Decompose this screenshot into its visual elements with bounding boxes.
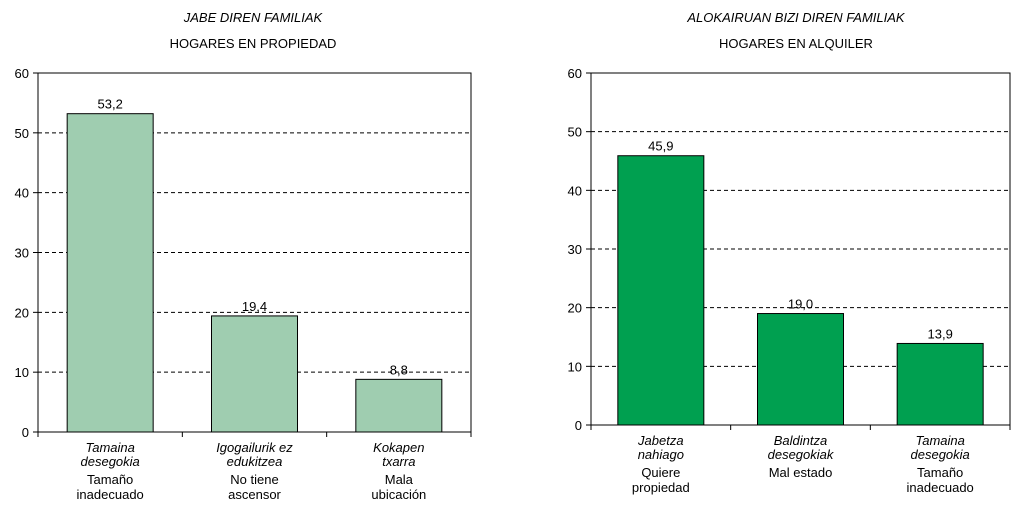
category-label-basque: edukitzea xyxy=(227,454,283,469)
category-label-spanish: ubicación xyxy=(371,487,426,502)
y-tick-label: 50 xyxy=(15,126,29,141)
category-label-basque: Kokapen xyxy=(373,440,424,455)
chart-1-title: JABE DIREN FAMILIAK xyxy=(183,10,324,25)
category-label-spanish: inadecuado xyxy=(77,487,144,502)
bar-value-label: 8,8 xyxy=(390,362,408,377)
category-label-spanish: Mala xyxy=(385,472,414,487)
y-tick-label: 30 xyxy=(568,242,582,257)
y-tick-label: 60 xyxy=(568,66,582,81)
category-label-spanish: ascensor xyxy=(228,487,281,502)
bar-value-label: 45,9 xyxy=(648,139,673,154)
category-label-basque: Baldintza xyxy=(774,433,827,448)
category-label-spanish: Mal estado xyxy=(769,465,833,480)
y-tick-label: 0 xyxy=(575,418,582,433)
bar xyxy=(211,315,298,433)
category-label-spanish: inadecuado xyxy=(907,480,974,495)
y-tick-label: 60 xyxy=(15,66,29,81)
y-tick-label: 20 xyxy=(15,305,29,320)
category-label-spanish: propiedad xyxy=(632,480,690,495)
bar xyxy=(896,342,984,426)
category-label-spanish: No tiene xyxy=(230,472,278,487)
bar-value-label: 19,4 xyxy=(242,299,267,314)
bar-value-label: 19,0 xyxy=(788,297,813,312)
category-label-basque: desegokiak xyxy=(768,447,835,462)
y-tick-label: 50 xyxy=(568,125,582,140)
category-label-basque: Igogailurik ez xyxy=(216,440,293,455)
y-tick-label: 40 xyxy=(15,186,29,201)
chart-1-subtitle: HOGARES EN PROPIEDAD xyxy=(170,36,337,51)
category-label-basque: desegokia xyxy=(911,447,970,462)
bar xyxy=(617,155,705,426)
y-tick-label: 0 xyxy=(22,425,29,440)
category-label-spanish: Tamaño xyxy=(87,472,133,487)
category-label-basque: Jabetza xyxy=(637,433,684,448)
y-tick-label: 20 xyxy=(568,301,582,316)
category-label-basque: txarra xyxy=(382,454,415,469)
bar xyxy=(757,313,844,426)
category-label-spanish: Tamaño xyxy=(917,465,963,480)
category-label-basque: nahiago xyxy=(638,447,684,462)
category-label-basque: Tamaina xyxy=(85,440,134,455)
y-tick-label: 10 xyxy=(15,365,29,380)
y-tick-label: 40 xyxy=(568,183,582,198)
bar xyxy=(355,378,443,433)
bar xyxy=(66,113,154,433)
bar-value-label: 13,9 xyxy=(928,326,953,341)
chart-2-subtitle: HOGARES EN ALQUILER xyxy=(719,36,873,51)
chart-2-title: ALOKAIRUAN BIZI DIREN FAMILIAK xyxy=(686,10,906,25)
bar-value-label: 53,2 xyxy=(98,97,123,112)
category-label-spanish: Quiere xyxy=(641,465,680,480)
y-tick-label: 30 xyxy=(15,246,29,261)
y-tick-label: 10 xyxy=(568,359,582,374)
category-label-basque: desegokia xyxy=(81,454,140,469)
category-label-basque: Tamaina xyxy=(915,433,964,448)
